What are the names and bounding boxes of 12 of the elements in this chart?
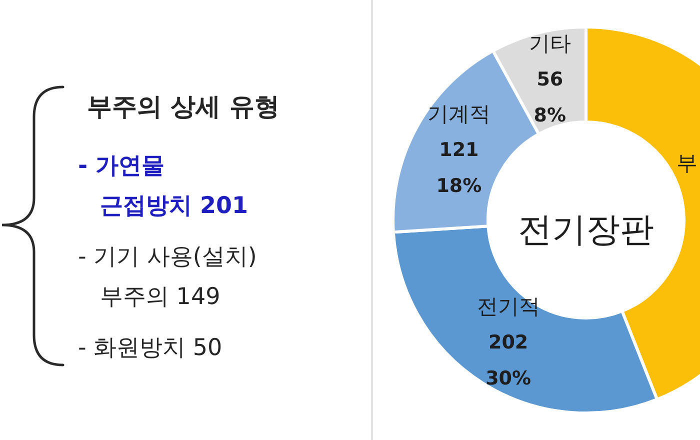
slice-label: 기타: [528, 32, 571, 56]
text: 전기장판: [517, 210, 655, 250]
text: 부주의 상세 유형: [86, 91, 280, 123]
slice-label: 기계적: [427, 102, 490, 126]
slice-label: 부: [676, 150, 698, 175]
text: - 화원방치 50: [78, 334, 224, 363]
slice-label: 전기적: [476, 294, 540, 318]
data-label: 56 8%: [534, 68, 566, 127]
text: - 기기 사용(설치) 부주의 149: [78, 243, 258, 312]
data-label: 121 18%: [436, 139, 482, 198]
text: - 가연물 근접방치 201: [78, 152, 250, 221]
data-label: 202 30%: [486, 331, 532, 390]
